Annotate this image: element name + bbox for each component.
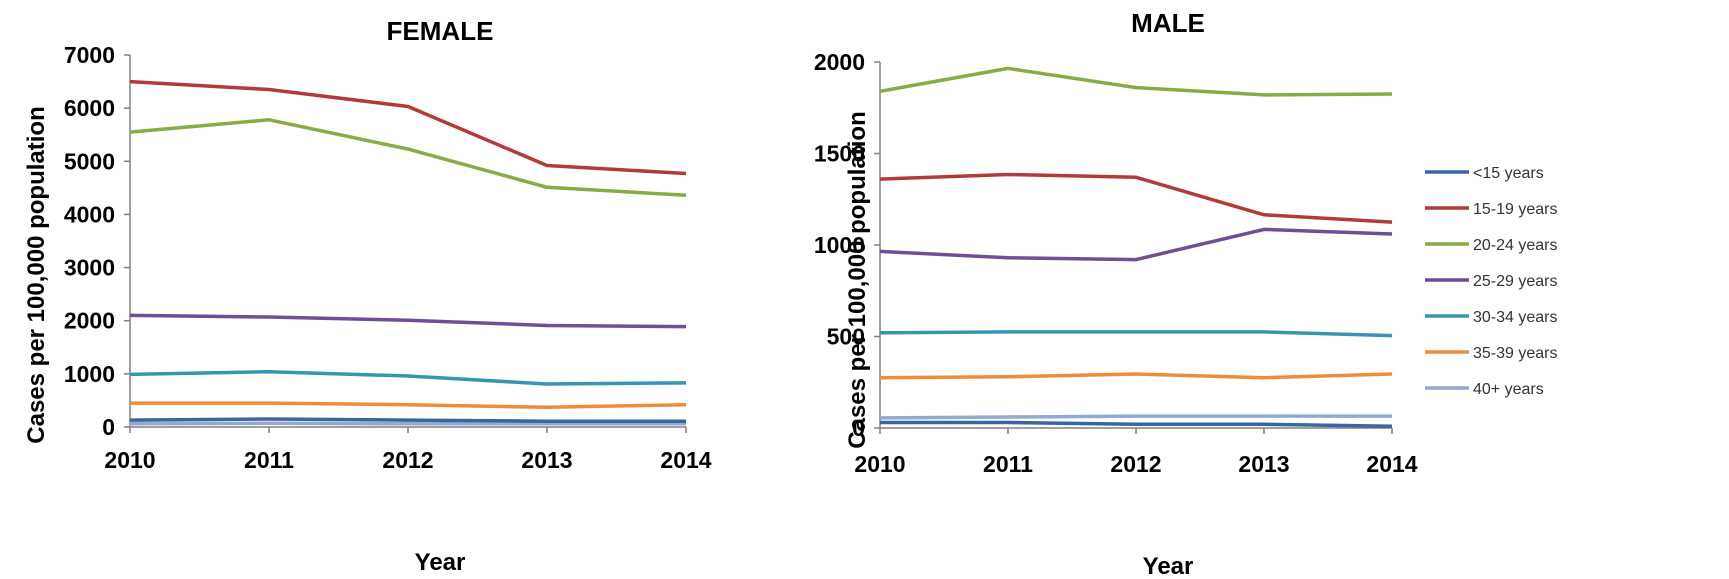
male-series-line-35-39-years: [879, 372, 1393, 380]
legend-item-35-39-years: 35-39 years: [1425, 345, 1558, 362]
legend-item-15-19-years: 15-19 years: [1425, 201, 1558, 218]
female-series-line-35-39-years: [130, 401, 687, 410]
legend-label: 25-29 years: [1473, 273, 1558, 290]
female-series-lines: [129, 79, 687, 426]
male-x-ticks: 2010 2011 2012 2013 2014: [854, 428, 1418, 477]
female-y-tick-label: 7000: [64, 42, 115, 68]
legend-item-40-plus-years: 40+ years: [1425, 381, 1544, 398]
female-y-tick-label: 2000: [64, 308, 115, 334]
male-x-tick-label: 2011: [983, 451, 1033, 477]
male-y-tick-label: 1000: [814, 232, 865, 258]
male-y-axis-label: Cases per 100,000 population: [844, 111, 871, 448]
female-series-line-15-19-years: [129, 79, 687, 176]
legend-item-under-15-years: <15 years: [1425, 165, 1544, 182]
female-x-tick-label: 2011: [244, 447, 294, 473]
legend: <15 years 15-19 years 20-24 years 25-29 yea…: [1425, 165, 1558, 398]
female-y-ticks: 0 1000 2000 3000 4000 5000 6000 7000: [64, 42, 130, 440]
male-x-tick-label: 2013: [1238, 451, 1289, 477]
female-series-line-40-plus-years: [129, 421, 686, 426]
female-y-tick-label: 6000: [64, 95, 115, 121]
legend-item-30-34-years: 30-34 years: [1425, 309, 1558, 326]
female-series-line-30-34-years: [129, 369, 687, 386]
legend-label: 15-19 years: [1473, 201, 1558, 218]
female-x-tick-label: 2012: [382, 447, 433, 473]
female-y-tick-label: 4000: [64, 201, 115, 227]
legend-item-20-24-years: 20-24 years: [1425, 237, 1558, 254]
female-series-line-20-24-years: [129, 118, 687, 198]
female-chart: FEMALE Cases per 100,000 population Year…: [23, 16, 712, 576]
male-y-tick-label: 500: [827, 324, 865, 350]
legend-label: 30-34 years: [1473, 309, 1558, 326]
legend-label: 40+ years: [1473, 381, 1544, 398]
legend-label: 20-24 years: [1473, 237, 1558, 254]
legend-label: <15 years: [1473, 165, 1544, 182]
female-series-line-under-15-years: [129, 417, 686, 423]
male-series-line-25-29-years: [879, 227, 1393, 262]
male-series-line-20-24-years: [879, 66, 1393, 97]
male-y-tick-label: 0: [852, 415, 865, 441]
female-chart-title: FEMALE: [387, 16, 494, 46]
female-x-tick-label: 2013: [521, 447, 572, 473]
female-x-ticks: 2010 2011 2012 2013 2014: [104, 427, 712, 473]
male-series-lines: [879, 66, 1393, 428]
male-y-tick-label: 1500: [814, 141, 865, 167]
male-chart-title: MALE: [1131, 8, 1205, 38]
female-x-tick-label: 2014: [660, 447, 711, 473]
female-y-tick-label: 1000: [64, 361, 115, 387]
male-x-tick-label: 2012: [1110, 451, 1161, 477]
female-x-axis-label: Year: [415, 549, 466, 576]
female-y-tick-label: 0: [102, 414, 115, 440]
male-series-line-40-plus-years: [879, 414, 1392, 420]
legend-label: 35-39 years: [1473, 345, 1558, 362]
female-y-axis-label: Cases per 100,000 population: [23, 106, 50, 443]
male-x-tick-label: 2014: [1366, 451, 1417, 477]
female-y-tick-label: 3000: [64, 255, 115, 281]
male-x-tick-label: 2010: [854, 451, 905, 477]
male-series-line-30-34-years: [879, 330, 1393, 338]
female-y-tick-label: 5000: [64, 148, 115, 174]
male-y-tick-label: 2000: [814, 49, 865, 75]
female-series-line-25-29-years: [129, 313, 687, 329]
male-y-ticks: 0 500 1000 1500 2000: [814, 49, 880, 441]
male-chart: MALE Cases per 100,000 population Year 0…: [814, 8, 1418, 579]
legend-item-25-29-years: 25-29 years: [1425, 273, 1558, 290]
female-x-tick-label: 2010: [104, 447, 155, 473]
male-x-axis-label: Year: [1143, 553, 1194, 579]
male-series-line-15-19-years: [879, 172, 1393, 224]
male-series-line-under-15-years: [880, 420, 1393, 428]
